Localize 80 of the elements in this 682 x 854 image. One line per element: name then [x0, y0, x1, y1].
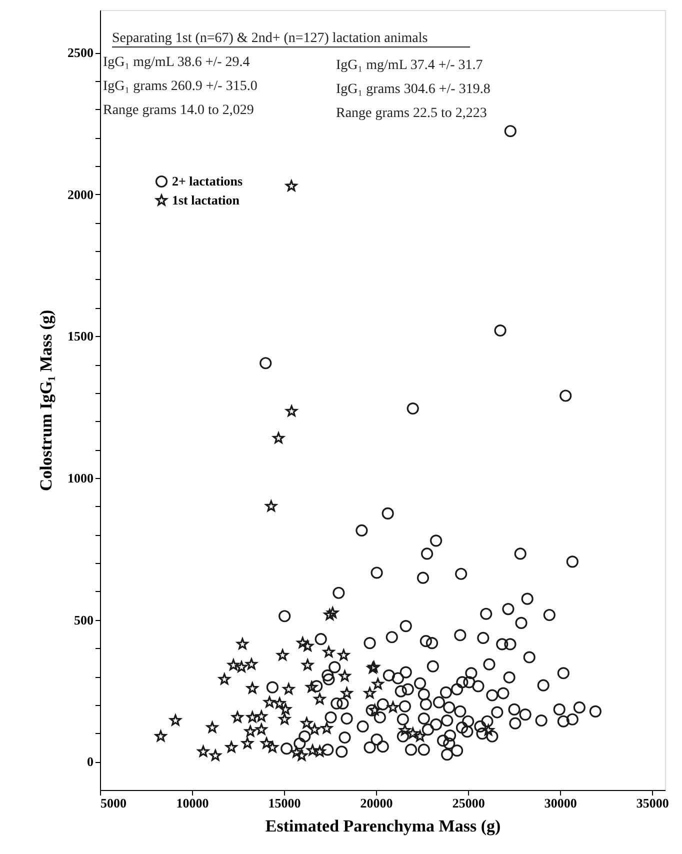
point: [197, 746, 210, 757]
point: [206, 722, 218, 733]
legend-label: 1st lactation: [172, 192, 240, 208]
point: [308, 724, 320, 735]
point: [338, 649, 350, 660]
point: [341, 687, 353, 698]
point: [296, 750, 308, 761]
point: [232, 711, 244, 722]
point: [260, 737, 272, 749]
point: [338, 670, 351, 682]
point: [290, 746, 302, 758]
point: [246, 658, 258, 670]
point: [226, 741, 238, 752]
annotation: Range grams 14.0 to 2,029: [103, 103, 254, 118]
point: [314, 746, 326, 757]
point: [244, 726, 256, 737]
point: [300, 717, 312, 728]
x-tick-label: 10000: [176, 796, 209, 810]
point: [286, 180, 298, 192]
x-tick-label: 25000: [452, 796, 485, 810]
x-axis-title: Estimated Parenchyma Mass (g): [265, 816, 501, 836]
annotation: IgG₁ mg/mL 37.4 +/- 31.7: [336, 58, 483, 73]
annotation: Separating 1st (n=67) & 2nd+ (n=127) lactation animals: [112, 31, 428, 46]
point: [272, 432, 284, 444]
point: [256, 724, 268, 735]
y-axis-title: Colostrum IgG₁ Mass (g): [36, 310, 56, 492]
point: [228, 659, 240, 670]
point: [264, 696, 276, 708]
point: [372, 678, 384, 690]
point: [170, 714, 182, 726]
point: [242, 737, 254, 749]
point: [210, 750, 222, 761]
point: [399, 724, 411, 736]
annotation: IgG₁ grams 304.6 +/- 319.8: [336, 82, 490, 97]
point: [414, 730, 426, 742]
x-tick-label: 5000: [100, 796, 126, 810]
point: [286, 405, 298, 416]
point: [154, 730, 167, 742]
point: [246, 682, 258, 694]
y-tick-label: 1000: [68, 470, 94, 486]
point: [302, 640, 314, 652]
x-tick-label: 15000: [268, 796, 301, 810]
annotation: IgG₁ grams 260.9 +/- 315.0: [103, 79, 258, 94]
point: [280, 703, 292, 714]
point: [218, 673, 230, 684]
point: [276, 649, 288, 660]
point: [322, 646, 335, 658]
y-tick-label: 0: [87, 754, 94, 770]
point: [282, 683, 294, 694]
point: [387, 701, 399, 713]
point: [296, 637, 308, 648]
x-tick-label: 35000: [636, 796, 669, 810]
point: [266, 741, 278, 752]
point: [482, 724, 494, 736]
point: [364, 687, 376, 698]
x-tick-label: 20000: [360, 796, 393, 810]
point: [326, 606, 338, 618]
point: [320, 722, 333, 734]
point: [368, 704, 381, 716]
annotation: Range grams 22.5 to 2,223: [336, 106, 487, 121]
point: [314, 693, 326, 704]
point: [256, 710, 268, 722]
point: [278, 713, 290, 724]
y-tick-label: 2500: [68, 45, 94, 60]
point: [306, 744, 318, 756]
point: [265, 500, 277, 512]
annotation: IgG₁ mg/mL 38.6 +/- 29.4: [103, 55, 250, 70]
y-tick-label: 2000: [68, 186, 94, 202]
x-tick-label: 30000: [544, 796, 577, 810]
legend-label: 2+ lactations: [172, 174, 243, 188]
point: [236, 638, 248, 650]
y-tick-label: 500: [74, 612, 94, 628]
point: [407, 728, 419, 739]
y-tick-label: 1500: [68, 328, 94, 344]
point: [236, 661, 248, 672]
point: [246, 711, 258, 722]
point: [302, 659, 314, 670]
point: [324, 608, 336, 620]
point: [306, 681, 318, 692]
point: [274, 697, 286, 709]
